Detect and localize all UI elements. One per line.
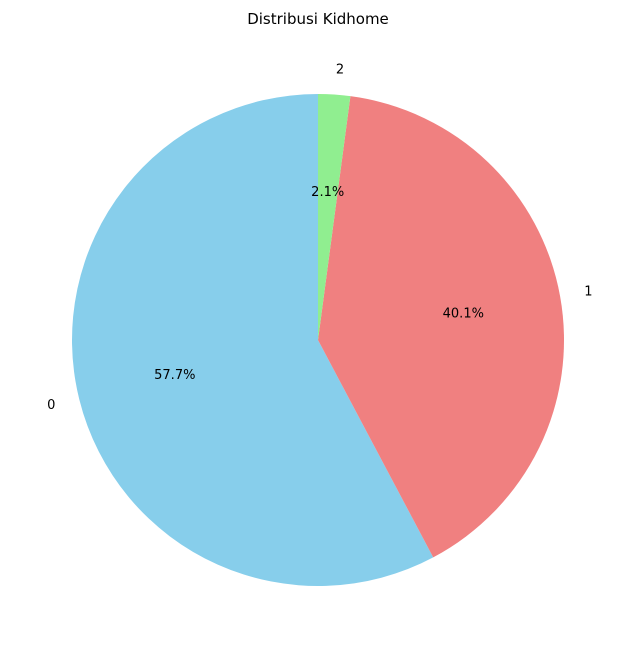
slice-label-1: 1 [584, 285, 592, 300]
slice-label-0: 0 [47, 398, 55, 413]
pie-labels: 0 57.7% 1 40.1% 2 2.1% [47, 63, 592, 413]
slice-percent-2: 2.1% [311, 185, 344, 200]
slice-percent-1: 40.1% [443, 306, 484, 321]
pie-slice-0 [72, 94, 434, 587]
chart-title: Distribusi Kidhome [247, 10, 389, 28]
slice-percent-0: 57.7% [154, 368, 195, 383]
pie-slices [72, 94, 565, 587]
pie-slice-2 [318, 94, 351, 340]
slice-label-2: 2 [336, 63, 344, 78]
pie-slice-1 [318, 96, 565, 558]
